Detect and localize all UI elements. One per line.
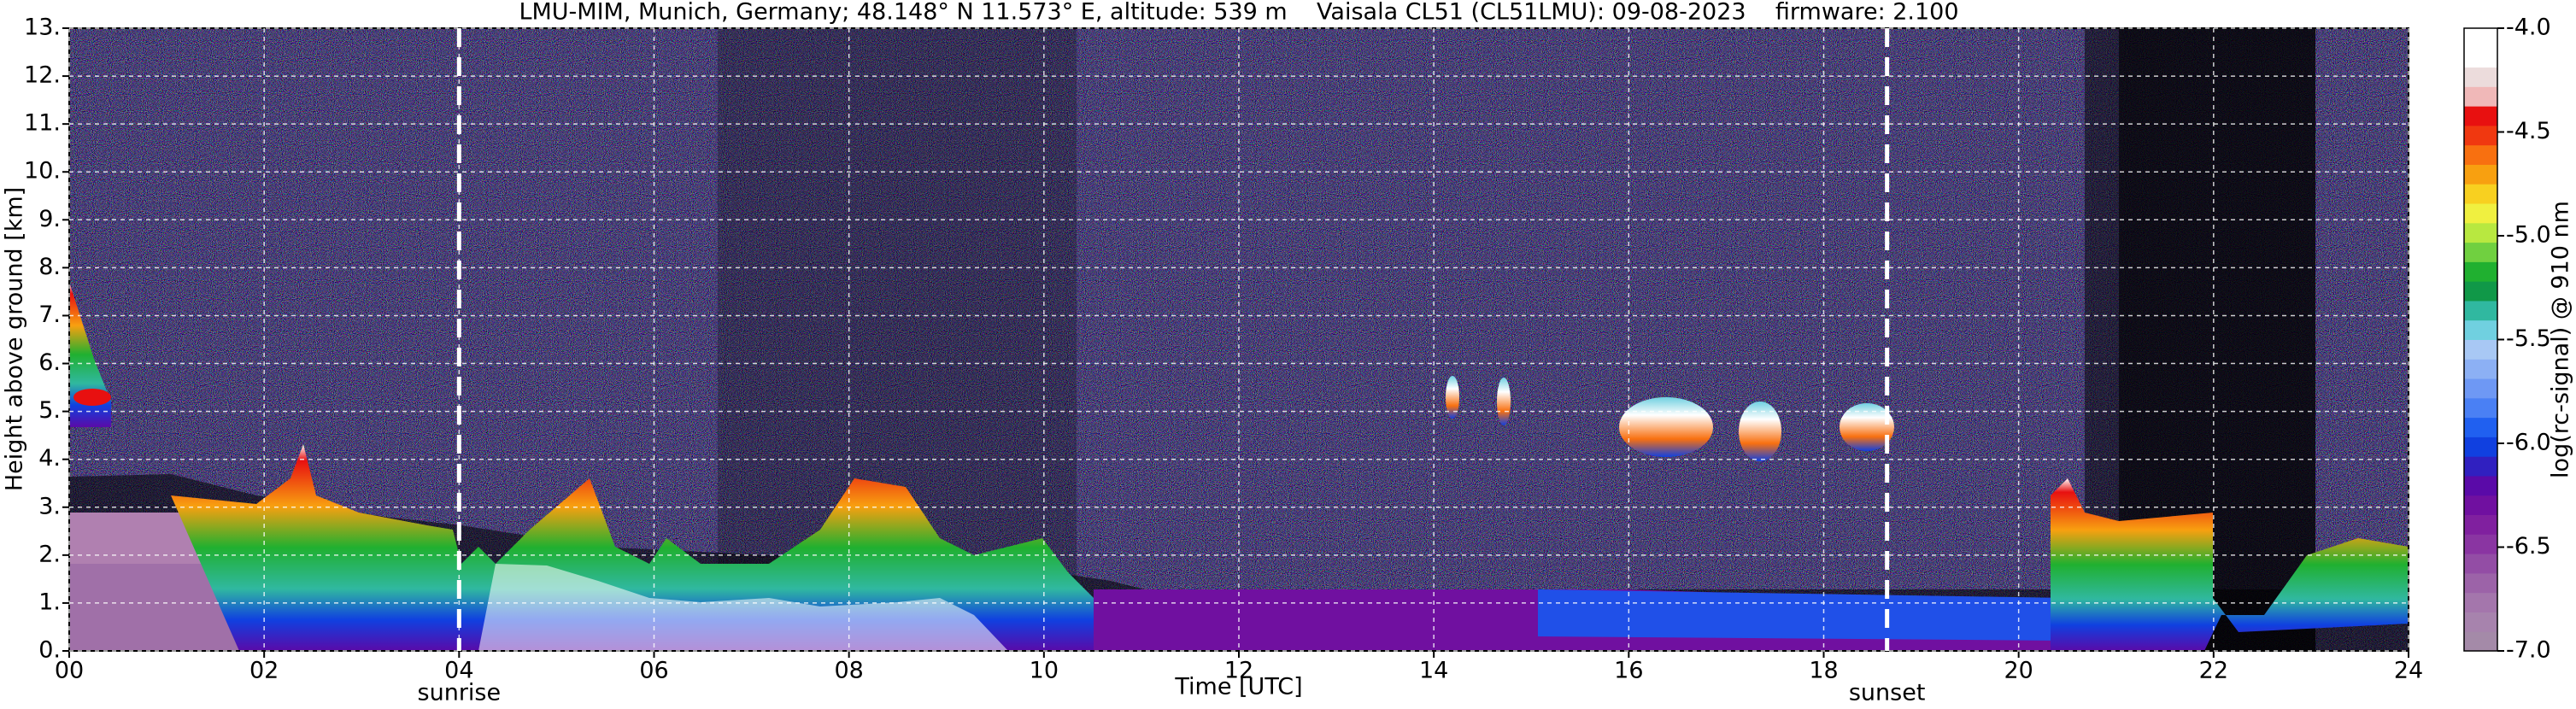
colorbar-tick-label: -5.5 <box>2506 325 2551 352</box>
colorbar-swatch <box>2464 28 2497 49</box>
y-tick-label: 11. <box>24 110 61 137</box>
colorbar-tick-label: -6.0 <box>2506 430 2551 456</box>
colorbar-label: log(rc-signal) @ 910 nm <box>2548 201 2574 478</box>
y-tick-label: 1. <box>38 589 61 615</box>
y-tick-label: 0. <box>38 637 61 664</box>
x-tick-label: 14 <box>1419 658 1448 684</box>
colorbar-swatch <box>2464 144 2497 165</box>
colorbar-swatch <box>2464 242 2497 262</box>
colorbar-tick-label: -4.5 <box>2506 118 2551 144</box>
colorbar-swatch <box>2464 319 2497 340</box>
colorbar-swatch <box>2464 612 2497 632</box>
y-tick-label: 5. <box>38 397 61 424</box>
colorbar-swatch <box>2464 86 2497 107</box>
y-axis-label: Height above ground [km] <box>2 187 28 491</box>
colorbar-swatch <box>2464 106 2497 126</box>
colorbar-swatch <box>2464 417 2497 437</box>
colorbar-swatch <box>2464 47 2497 68</box>
colorbar-swatch <box>2464 397 2497 419</box>
y-tick-label: 9. <box>38 206 61 232</box>
colorbar-swatch <box>2464 281 2497 302</box>
y-tick-label: 10. <box>24 158 61 185</box>
colorbar-tick-label: -6.5 <box>2506 533 2551 560</box>
colorbar-swatch <box>2464 572 2497 594</box>
chart-title: LMU-MIM, Munich, Germany; 48.148° N 11.5… <box>519 0 1958 26</box>
colorbar-swatch <box>2464 339 2497 360</box>
x-tick-label: 00 <box>55 658 84 684</box>
y-tick-label: 6. <box>38 349 61 376</box>
colorbar-tick-label: -7.0 <box>2506 637 2551 664</box>
colorbar-swatch <box>2464 378 2497 399</box>
colorbar-swatch <box>2464 592 2497 612</box>
colorbar-swatch <box>2464 359 2497 379</box>
colorbar-swatch <box>2464 125 2497 146</box>
colorbar-tick-label: -4.0 <box>2506 15 2551 41</box>
annotation-label: sunrise <box>418 680 502 706</box>
x-axis-label: Time [UTC] <box>1174 674 1302 700</box>
x-tick-label: 20 <box>2004 658 2033 684</box>
colorbar-swatch <box>2464 534 2497 554</box>
annotation-label: sunset <box>1849 680 1926 706</box>
colorbar-swatch <box>2464 184 2497 204</box>
x-tick-label: 02 <box>249 658 279 684</box>
colorbar-swatch <box>2464 261 2497 282</box>
colorbar-swatch <box>2464 437 2497 457</box>
colorbar-swatch <box>2464 203 2497 224</box>
y-tick-label: 12. <box>24 62 61 89</box>
x-tick-label: 22 <box>2199 658 2228 684</box>
x-tick-label: 10 <box>1030 658 1059 684</box>
colorbar-swatch <box>2464 554 2497 574</box>
colorbar-swatch <box>2464 456 2497 477</box>
colorbar-swatch <box>2464 495 2497 516</box>
x-tick-label: 12 <box>1224 658 1253 684</box>
colorbar-swatch <box>2464 475 2497 496</box>
x-tick-label: 18 <box>1809 658 1838 684</box>
y-tick-label: 13. <box>24 15 61 41</box>
colorbar-swatch <box>2464 164 2497 185</box>
x-tick-label: 06 <box>639 658 668 684</box>
x-tick-label: 24 <box>2394 658 2423 684</box>
colorbar-swatch <box>2464 67 2497 87</box>
y-tick-label: 3. <box>38 493 61 519</box>
x-tick-label: 16 <box>1614 658 1643 684</box>
colorbar-swatch <box>2464 300 2497 321</box>
y-tick-label: 2. <box>38 541 61 567</box>
colorbar-swatch <box>2464 514 2497 535</box>
colorbar-swatch <box>2464 631 2497 652</box>
colorbar-swatch <box>2464 222 2497 243</box>
x-tick-label: 04 <box>444 658 473 684</box>
colorbar-tick-label: -5.0 <box>2506 222 2551 249</box>
y-tick-label: 4. <box>38 445 61 472</box>
y-tick-label: 7. <box>38 302 61 328</box>
y-tick-label: 8. <box>38 254 61 280</box>
x-tick-label: 08 <box>834 658 863 684</box>
